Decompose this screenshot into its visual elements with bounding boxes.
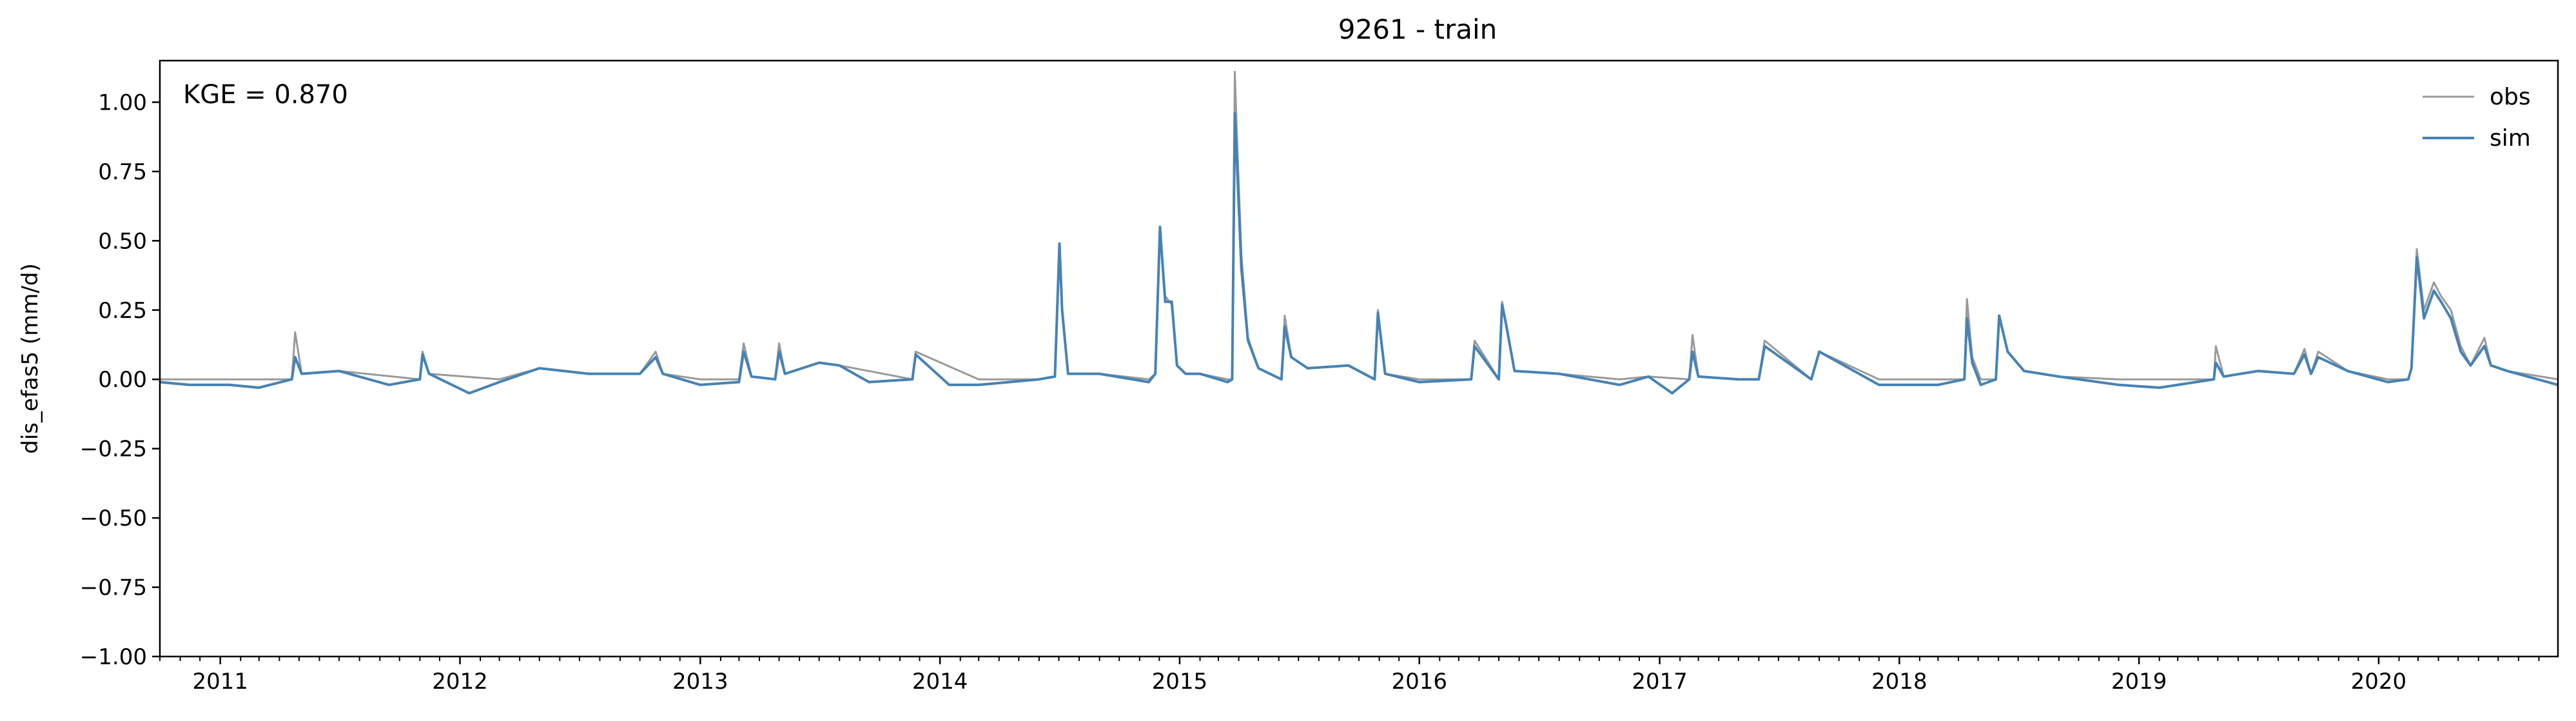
kge-annotation: KGE = 0.870	[183, 80, 348, 110]
x-tick-label: 2016	[1391, 669, 1447, 695]
y-tick-label: 0.25	[98, 298, 147, 324]
x-tick-label: 2020	[2351, 669, 2407, 695]
x-axis: 2011 2012 2013 2014 2015 2016 2017 2018 2019 2020	[159, 657, 2540, 695]
x-tick-label: 2013	[672, 669, 728, 695]
x-tick-label: 2019	[2111, 669, 2167, 695]
x-tick-label: 2017	[1632, 669, 1688, 695]
y-tick-label: −0.50	[80, 506, 147, 531]
x-tick-label: 2012	[432, 669, 488, 695]
x-tick-label: 2011	[192, 669, 248, 695]
x-tick-label: 2018	[1871, 669, 1927, 695]
y-tick-label: −0.25	[80, 437, 147, 462]
x-tick-label: 2015	[1152, 669, 1208, 695]
x-tick-label: 2014	[912, 669, 968, 695]
series-line-sim	[160, 112, 2558, 395]
legend-label-sim: sim	[2490, 125, 2531, 152]
y-axis: −1.00 −0.75 −0.50 −0.25 0.00 0.25 0.50 0.75 1.00	[80, 90, 160, 670]
y-tick-label: 0.75	[98, 159, 147, 185]
chart-title: 9261 - train	[1338, 14, 1498, 45]
y-tick-label: 1.00	[98, 90, 147, 115]
y-axis-label: dis_efas5 (mm/d)	[17, 263, 43, 453]
legend: obs sim	[2423, 84, 2531, 152]
y-tick-label: 0.50	[98, 228, 147, 254]
series-layer	[160, 70, 2558, 395]
y-tick-label: −1.00	[80, 644, 147, 670]
y-tick-label: 0.00	[98, 367, 147, 393]
legend-label-obs: obs	[2490, 84, 2531, 110]
y-tick-label: −0.75	[80, 575, 147, 601]
